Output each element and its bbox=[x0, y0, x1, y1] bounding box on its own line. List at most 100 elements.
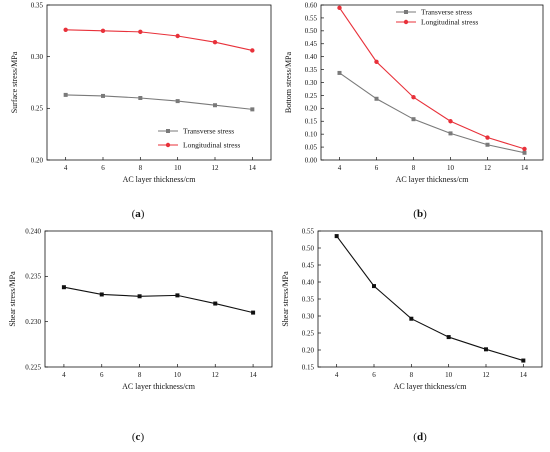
chart-panel-4: 0.15 0.20 0.25 0.30 0.35 0.40 0.45 0.50 0.55 4 6 8 1… bbox=[281, 227, 543, 443]
data-point-1-1 bbox=[337, 70, 342, 75]
y-axis-title: Shear stress/MPa bbox=[281, 271, 290, 327]
data-point-2-5 bbox=[485, 135, 490, 140]
y-tick-label: 0.30 bbox=[302, 312, 315, 320]
data-point-1-3 bbox=[137, 294, 142, 299]
y-axis-title: Surface stress/MPa bbox=[10, 51, 19, 113]
panel-caption: (d) bbox=[413, 431, 427, 443]
series-line-2 bbox=[339, 7, 525, 150]
legend-marker bbox=[166, 129, 170, 133]
x-tick-label: 12 bbox=[484, 164, 492, 172]
y-tick-label: 0.15 bbox=[302, 363, 315, 371]
data-point-2-4 bbox=[448, 119, 453, 124]
y-tick-label: 0.50 bbox=[302, 244, 315, 252]
y-tick-label: 0.25 bbox=[302, 329, 315, 337]
x-tick-label: 8 bbox=[410, 371, 414, 379]
series-line-1 bbox=[339, 72, 525, 154]
y-tick-label: 0.20 bbox=[305, 105, 318, 113]
data-point-2-1 bbox=[63, 27, 68, 32]
data-point-1-5 bbox=[484, 347, 488, 352]
chart-panel-3: 0.225 0.230 0.235 0.240 4 6 8 10 12 14 AC layer th… bbox=[8, 227, 273, 443]
data-point-1-5 bbox=[485, 142, 490, 147]
legend-marker bbox=[403, 19, 409, 25]
data-point-1-4 bbox=[175, 99, 180, 104]
plot-frame bbox=[320, 4, 544, 161]
y-tick-label: 0.40 bbox=[302, 278, 315, 286]
chart-panel-2: 0.00 0.05 0.10 0.15 0.20 0.25 0.30 0.35 0.40 0.45… bbox=[284, 1, 544, 220]
data-point-2-3 bbox=[411, 95, 416, 100]
series-line-2 bbox=[65, 29, 253, 52]
data-point-1-2 bbox=[99, 292, 104, 297]
x-tick-label: 6 bbox=[372, 371, 376, 379]
data-point-1-4 bbox=[448, 131, 453, 136]
data-point-1-3 bbox=[138, 96, 143, 100]
y-tick-label: 0.230 bbox=[25, 318, 41, 326]
y-tick-label: 0.60 bbox=[305, 1, 318, 9]
panel-caption: (a) bbox=[132, 208, 145, 220]
x-axis-title: AC layer thickness/cm bbox=[394, 382, 468, 391]
legend-label: Longitudinal stress bbox=[421, 18, 478, 27]
x-tick-label: 10 bbox=[447, 164, 455, 172]
y-tick-label: 0.240 bbox=[25, 227, 41, 235]
data-point-1-6 bbox=[251, 310, 256, 315]
x-tick-label: 12 bbox=[212, 371, 220, 379]
data-point-1-4 bbox=[175, 293, 180, 298]
data-point-1-3 bbox=[411, 117, 416, 122]
x-tick-label: 4 bbox=[62, 371, 66, 379]
y-tick-label: 0.40 bbox=[305, 53, 318, 61]
y-tick-label: 0.15 bbox=[305, 118, 318, 126]
data-point-2-1 bbox=[337, 5, 342, 11]
plot-frame bbox=[46, 4, 272, 161]
y-tick-label: 0.55 bbox=[302, 227, 315, 235]
x-axis-title: AC layer thickness/cm bbox=[123, 175, 197, 184]
data-point-1-1 bbox=[61, 285, 66, 290]
x-tick-label: 10 bbox=[445, 371, 453, 379]
data-point-1-4 bbox=[446, 335, 451, 340]
series-line-1 bbox=[65, 94, 253, 110]
data-point-1-6 bbox=[250, 107, 255, 112]
x-tick-label: 4 bbox=[64, 164, 68, 172]
x-tick-label: 8 bbox=[412, 164, 416, 172]
panel-caption: (c) bbox=[132, 431, 145, 443]
data-point-2-2 bbox=[374, 59, 379, 65]
y-tick-label: 0.25 bbox=[305, 92, 318, 100]
x-tick-label: 6 bbox=[375, 164, 379, 172]
y-tick-label: 0.20 bbox=[302, 346, 315, 354]
data-point-1-2 bbox=[374, 96, 379, 101]
x-tick-label: 8 bbox=[138, 371, 142, 379]
data-point-1-1 bbox=[334, 234, 339, 239]
y-tick-label: 0.10 bbox=[305, 131, 318, 139]
data-point-1-5 bbox=[213, 301, 218, 306]
x-tick-label: 14 bbox=[249, 164, 257, 172]
legend-label: Transverse stress bbox=[421, 8, 472, 17]
data-point-2-6 bbox=[250, 48, 255, 53]
x-tick-label: 4 bbox=[338, 164, 342, 172]
legend-marker bbox=[165, 142, 171, 148]
y-tick-label: 0.05 bbox=[305, 143, 318, 151]
x-tick-label: 12 bbox=[483, 371, 491, 379]
x-tick-label: 14 bbox=[250, 371, 258, 379]
x-axis-title: AC layer thickness/cm bbox=[396, 175, 470, 184]
y-tick-label: 0.235 bbox=[25, 273, 41, 281]
series-line-1 bbox=[336, 235, 524, 362]
y-tick-label: 0.35 bbox=[302, 295, 315, 303]
y-tick-label: 0.35 bbox=[31, 1, 44, 9]
data-point-2-5 bbox=[212, 40, 218, 45]
data-point-1-6 bbox=[521, 358, 526, 363]
data-point-1-1 bbox=[63, 92, 68, 97]
legend-marker bbox=[404, 10, 408, 14]
x-tick-label: 6 bbox=[101, 164, 105, 172]
data-point-1-5 bbox=[213, 103, 217, 108]
data-point-1-2 bbox=[372, 284, 376, 289]
data-point-1-6 bbox=[522, 150, 527, 155]
x-tick-label: 8 bbox=[139, 164, 143, 172]
x-tick-label: 6 bbox=[100, 371, 104, 379]
y-axis-title: Shear stress/MPa bbox=[8, 271, 17, 327]
y-tick-label: 0.55 bbox=[305, 14, 318, 22]
plot-frame bbox=[317, 230, 543, 368]
x-tick-label: 12 bbox=[212, 164, 220, 172]
x-tick-label: 10 bbox=[174, 371, 182, 379]
x-tick-label: 10 bbox=[174, 164, 182, 172]
chart-panel-1: 0.20 0.25 0.30 0.35 4 6 8 10 12 14 AC layer thickn… bbox=[10, 1, 272, 220]
